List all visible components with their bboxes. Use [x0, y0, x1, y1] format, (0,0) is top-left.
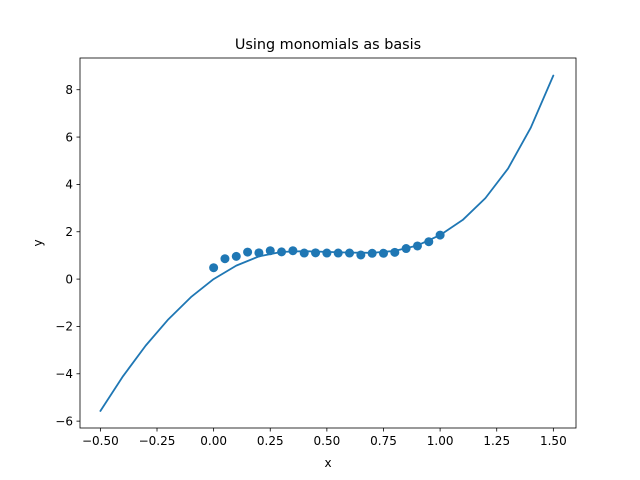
data-point-10 — [322, 248, 332, 258]
data-point-0 — [209, 263, 219, 273]
data-point-3 — [243, 247, 253, 257]
x-tick-label: 1.00 — [427, 434, 454, 448]
x-axis-label: x — [324, 456, 331, 470]
axes-frame — [79, 57, 577, 429]
data-point-4 — [254, 248, 264, 258]
x-tick-label: 0.00 — [200, 434, 227, 448]
data-point-11 — [333, 248, 343, 258]
y-axis: −6 −4 −2 0 2 4 6 8 — [55, 83, 80, 428]
data-point-14 — [367, 248, 377, 258]
data-point-9 — [311, 248, 321, 258]
plot-area — [99, 74, 555, 412]
x-axis: −0.50 −0.25 0.00 0.25 0.50 0.75 1.00 1.25 1.50 — [82, 428, 567, 448]
data-point-15 — [378, 248, 388, 258]
y-tick-label: −6 — [55, 414, 73, 428]
x-tick-label: −0.50 — [82, 434, 119, 448]
y-axis-label: y — [31, 239, 45, 246]
x-tick-label: 0.25 — [257, 434, 284, 448]
y-tick-label: 4 — [65, 178, 73, 192]
data-point-8 — [299, 248, 309, 258]
x-tick-label: 1.25 — [483, 434, 510, 448]
chart-title: Using monomials as basis — [235, 37, 421, 53]
x-tick-label: 0.75 — [370, 434, 397, 448]
data-point-20 — [435, 230, 445, 240]
x-tick-label: 0.50 — [314, 434, 341, 448]
data-point-1 — [220, 254, 230, 264]
data-point-13 — [356, 250, 366, 260]
x-tick-label: 1.50 — [540, 434, 567, 448]
data-point-2 — [231, 251, 241, 261]
data-point-19 — [424, 237, 434, 247]
data-point-6 — [277, 247, 287, 257]
y-tick-label: 6 — [65, 130, 73, 144]
y-tick-label: 0 — [65, 272, 73, 286]
x-tick-label: −0.25 — [139, 434, 176, 448]
y-tick-label: −2 — [55, 320, 73, 334]
data-point-5 — [265, 246, 275, 256]
data-point-7 — [288, 246, 298, 256]
data-point-17 — [401, 244, 411, 254]
data-point-16 — [390, 247, 400, 257]
y-tick-label: 2 — [65, 225, 73, 239]
data-point-18 — [412, 241, 422, 251]
y-tick-label: −4 — [55, 367, 73, 381]
y-tick-label: 8 — [65, 83, 73, 97]
data-point-12 — [345, 248, 355, 258]
